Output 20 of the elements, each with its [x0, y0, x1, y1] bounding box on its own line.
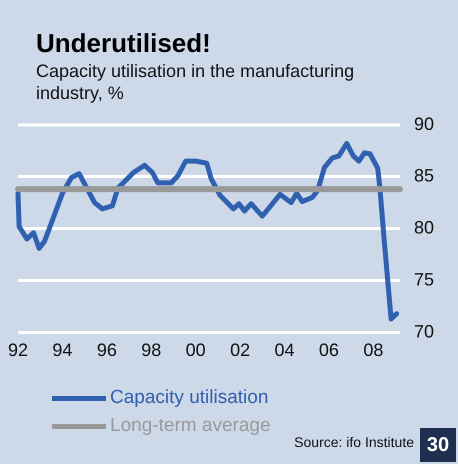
y-tick-label: 75 — [414, 269, 434, 290]
source-note: Source: ifo Institute — [294, 434, 414, 450]
x-tick-label: 04 — [274, 340, 295, 360]
x-tick-label: 96 — [96, 340, 117, 360]
text: 30 — [420, 428, 456, 462]
x-tick-label: 94 — [52, 340, 72, 360]
y-tick-label: 70 — [414, 321, 434, 342]
x-tick-label: 92 — [8, 340, 28, 360]
x-tick-label: 08 — [363, 340, 384, 360]
chart-title: Underutilised! — [36, 28, 211, 59]
x-tick-label: 06 — [318, 340, 339, 360]
legend-label: Capacity utilisation — [110, 387, 268, 409]
x-tick-label: 02 — [230, 340, 250, 360]
y-tick-label: 90 — [414, 114, 434, 134]
y-tick-label: 85 — [414, 166, 434, 186]
y-tick-label: 80 — [414, 218, 434, 238]
x-tick-label: 00 — [186, 340, 206, 360]
legend-label: Long-term average — [110, 415, 271, 437]
chart-subtitle: Capacity utilisation in the manufacturing industry, % — [36, 60, 356, 104]
x-tick-label: 98 — [141, 340, 162, 360]
